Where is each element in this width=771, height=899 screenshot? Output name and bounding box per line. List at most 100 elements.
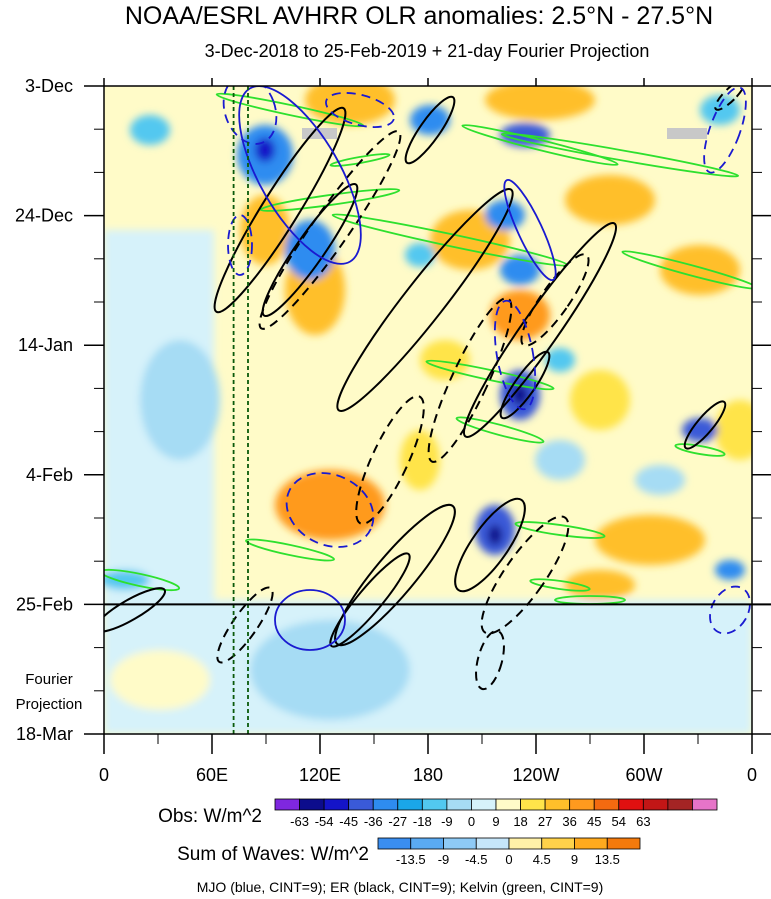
x-tick-label: 120E: [299, 765, 341, 785]
anom-patch: [565, 175, 655, 225]
kelvin-contour: [104, 568, 181, 592]
er-contour: [480, 515, 570, 635]
er-contour: [475, 629, 505, 691]
anom-patch: [305, 86, 395, 125]
y-tick-label: 14-Jan: [18, 335, 73, 355]
obs-colorbar-level-label: 45: [587, 814, 601, 829]
anom-patch: [570, 370, 630, 430]
anom-patch: [250, 620, 410, 720]
obs-colorbar-swatch: [471, 798, 497, 811]
kelvin-contour: [529, 578, 591, 592]
anom-patch: [110, 650, 210, 710]
missing-data-bar: [302, 128, 337, 139]
waves-colorbar-level-label: 4.5: [533, 852, 551, 867]
anom-patch: [470, 615, 650, 665]
anom-patch: [255, 138, 275, 162]
obs-colorbar-swatch: [618, 798, 644, 811]
obs-colorbar-swatch: [593, 798, 620, 811]
waves-colorbar-swatch: [410, 837, 444, 850]
mjo-contour: [274, 589, 346, 651]
kelvin-contour: [259, 188, 401, 212]
obs-colorbar-level-label: 27: [538, 814, 552, 829]
obs-colorbar-level-label: 36: [562, 814, 576, 829]
reference-lines: [232, 86, 249, 734]
y-tick-label: 24-Dec: [15, 206, 73, 226]
er-contour: [334, 503, 456, 647]
kelvin-contour: [425, 359, 555, 391]
y-tick-label: 25-Feb: [16, 594, 73, 614]
obs-colorbar-swatch: [446, 798, 472, 811]
obs-colorbar-level-label: 18: [513, 814, 527, 829]
chart-subtitle: 3-Dec-2018 to 25-Feb-2019 + 21-day Fouri…: [205, 41, 650, 61]
obs-colorbar-level-label: -18: [413, 814, 432, 829]
y-tick-label: 4-Feb: [26, 465, 73, 485]
waves-colorbar-level-label: 13.5: [595, 852, 620, 867]
waves-colorbar-swatch: [475, 837, 510, 850]
kelvin-contour: [621, 250, 752, 290]
anom-patch: [130, 115, 170, 145]
waves-colorbar-swatch: [443, 837, 477, 850]
anom-patch: [535, 440, 585, 480]
obs-colorbar-level-label: -45: [339, 814, 358, 829]
x-tick-label: 0: [747, 765, 757, 785]
anom-patch: [565, 570, 635, 600]
obs-colorbar-level-label: -54: [315, 814, 334, 829]
obs-colorbar-level-label: 54: [612, 814, 626, 829]
plot-area: [104, 86, 752, 734]
waves-colorbar-swatch: [541, 837, 575, 850]
waves-colorbar-swatch: [508, 837, 543, 850]
obs-anomaly-field: [104, 86, 752, 734]
anom-patch: [595, 515, 705, 565]
mjo-contour: [285, 472, 375, 548]
obs-colorbar-swatch: [299, 798, 325, 811]
waves-colorbar-level-label: -9: [438, 852, 450, 867]
anom-patch: [104, 600, 752, 734]
er-contour: [329, 552, 411, 648]
anom-patch: [400, 430, 440, 490]
x-tick-label: 0: [99, 765, 109, 785]
waves-colorbar-level-label: 0: [505, 852, 512, 867]
mjo-contour: [238, 86, 362, 265]
anom-patch: [635, 465, 685, 495]
kelvin-contour: [500, 132, 740, 178]
obs-colorbar-swatch: [274, 798, 300, 811]
anom-patch: [682, 418, 718, 442]
er-contour: [216, 586, 274, 664]
obs-colorbar-level-label: -36: [364, 814, 383, 829]
anom-patch: [488, 525, 502, 545]
waves-colorbar-level-label: 9: [571, 852, 578, 867]
x-tick-label: 60W: [625, 765, 662, 785]
anom-patch: [512, 385, 528, 405]
kelvin-contour: [514, 521, 606, 539]
anom-patch: [485, 86, 595, 120]
obs-colorbar-level-label: 63: [636, 814, 650, 829]
er-contour: [499, 350, 551, 420]
projection-label-line2: Projection: [16, 696, 83, 713]
waves-colorbar-swatch: [377, 837, 412, 850]
anom-patch: [715, 560, 745, 580]
chart-title: NOAA/ESRL AVHRR OLR anomalies: 2.5°N - 2…: [125, 2, 713, 30]
obs-colorbar-swatch: [495, 798, 521, 811]
er-contour: [355, 395, 425, 525]
er-contour: [683, 400, 727, 450]
obs-colorbar-swatch: [372, 798, 399, 811]
er-contour: [454, 497, 526, 593]
anom-patch: [140, 340, 220, 460]
mjo-contour: [703, 86, 747, 174]
er-contour: [104, 587, 166, 633]
obs-colorbar-level-label: -9: [441, 814, 453, 829]
x-tick-label: 180: [413, 765, 443, 785]
er-contour: [520, 253, 590, 347]
obs-colorbar-swatch: [642, 798, 669, 811]
mjo-contour: [709, 585, 751, 635]
y-tick-label: 3-Dec: [25, 76, 73, 96]
kelvin-contour: [245, 538, 335, 562]
obs-colorbar-level-label: 0: [468, 814, 475, 829]
waves-colorbar-swatch: [606, 837, 641, 850]
obs-colorbar-swatch: [348, 798, 374, 811]
mjo-contour: [227, 214, 253, 276]
er-contour: [427, 297, 513, 463]
obs-colorbar-label: Obs: W/m^2: [158, 806, 262, 827]
er-contour: [714, 86, 746, 111]
